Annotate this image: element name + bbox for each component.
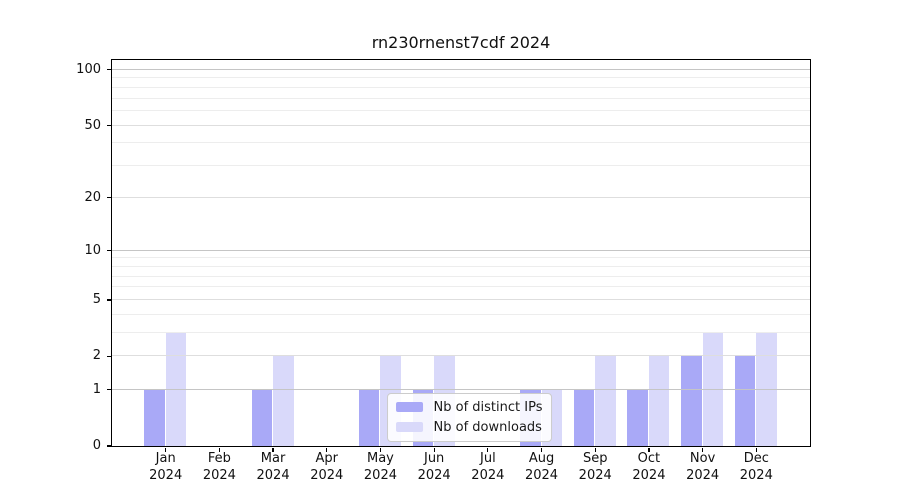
x-tick-sep	[594, 447, 596, 452]
x-tick-feb	[218, 447, 220, 452]
x-tick-label-feb: Feb 2024	[202, 451, 236, 483]
y-tick-10	[107, 249, 112, 252]
y-tick-label-0: 0	[92, 438, 101, 453]
x-tick-label-sep: Sep 2024	[578, 451, 612, 483]
legend-swatch-downloads	[395, 422, 423, 432]
gridline-y-70	[111, 97, 810, 99]
x-tick-mar	[272, 447, 274, 452]
y-tick-50	[107, 124, 112, 127]
plot-area: Nb of distinct IPs Nb of downloads	[110, 58, 811, 447]
y-tick-label-10: 10	[84, 242, 101, 258]
y-tick-label-2: 2	[92, 348, 101, 364]
x-tick-label-mar: Mar 2024	[256, 451, 290, 483]
legend-item-downloads: Nb of downloads	[395, 419, 543, 435]
gridline-y-10	[111, 249, 810, 251]
gridline-y-100	[111, 68, 810, 70]
gridline-y-1	[111, 388, 810, 390]
bar-distinct-ips-oct	[627, 389, 648, 446]
x-tick-jul	[487, 447, 489, 452]
x-tick-dec	[755, 447, 757, 452]
bar-distinct-ips-jan	[144, 389, 165, 446]
gridline-y-90	[111, 77, 810, 79]
y-tick-label-100: 100	[76, 61, 101, 77]
bar-distinct-ips-nov	[681, 355, 702, 446]
gridline-y-5	[111, 298, 810, 300]
x-tick-label-dec: Dec 2024	[739, 451, 773, 483]
x-tick-label-may: May 2024	[363, 451, 397, 483]
y-tick-0	[107, 445, 112, 447]
gridline-y-8	[111, 265, 810, 267]
gridline-y-40	[111, 142, 810, 144]
gridline-y-50	[111, 124, 810, 126]
gridline-y-7	[111, 275, 810, 277]
gridline-y-30	[111, 165, 810, 167]
chart-title: rn230rnenst7cdf 2024	[371, 33, 551, 52]
x-tick-label-jan: Jan 2024	[149, 451, 183, 483]
x-tick-may	[379, 447, 382, 452]
y-tick-label-50: 50	[84, 117, 101, 133]
gridline-y-60	[111, 109, 810, 111]
y-tick-1	[107, 388, 112, 391]
x-tick-label-nov: Nov 2024	[686, 451, 720, 483]
legend-swatch-distinct-ips	[395, 402, 423, 412]
bar-distinct-ips-may	[358, 389, 380, 446]
x-tick-label-jul: Jul 2024	[471, 451, 505, 483]
legend-label-downloads: Nb of downloads	[433, 419, 542, 435]
x-tick-nov	[702, 447, 704, 452]
x-tick-jun	[433, 447, 435, 452]
x-tick-aug	[540, 447, 543, 452]
y-tick-label-20: 20	[84, 189, 101, 205]
bar-downloads-mar	[273, 355, 294, 446]
legend: Nb of distinct IPs Nb of downloads	[386, 392, 553, 442]
x-tick-label-jun: Jun 2024	[417, 451, 451, 483]
x-tick-label-apr: Apr 2024	[310, 451, 344, 483]
y-tick-5	[107, 299, 112, 301]
gridline-y-20	[111, 196, 810, 198]
gridline-y-2	[111, 355, 810, 357]
gridline-y-3	[111, 332, 810, 334]
x-tick-label-aug: Aug 2024	[524, 451, 559, 483]
bar-distinct-ips-mar	[251, 389, 273, 446]
y-tick-label-1: 1	[92, 381, 101, 397]
y-tick-100	[107, 69, 112, 71]
legend-item-distinct-ips: Nb of distinct IPs	[395, 399, 543, 415]
bar-downloads-sep	[595, 355, 616, 446]
y-tick-label-5: 5	[92, 291, 101, 307]
y-tick-2	[107, 355, 112, 358]
gridline-y-80	[111, 86, 810, 88]
x-tick-apr	[326, 447, 328, 452]
y-tick-20	[107, 197, 112, 199]
x-tick-oct	[648, 447, 650, 452]
legend-label-distinct-ips: Nb of distinct IPs	[433, 399, 543, 415]
gridline-y-9	[111, 257, 810, 259]
bar-downloads-oct	[648, 355, 670, 446]
bar-distinct-ips-sep	[573, 389, 595, 446]
gridline-y-4	[111, 313, 810, 315]
x-tick-jan	[165, 447, 167, 452]
gridline-y-6	[111, 286, 810, 288]
bar-distinct-ips-dec	[734, 355, 756, 446]
x-tick-label-oct: Oct 2024	[632, 451, 666, 483]
